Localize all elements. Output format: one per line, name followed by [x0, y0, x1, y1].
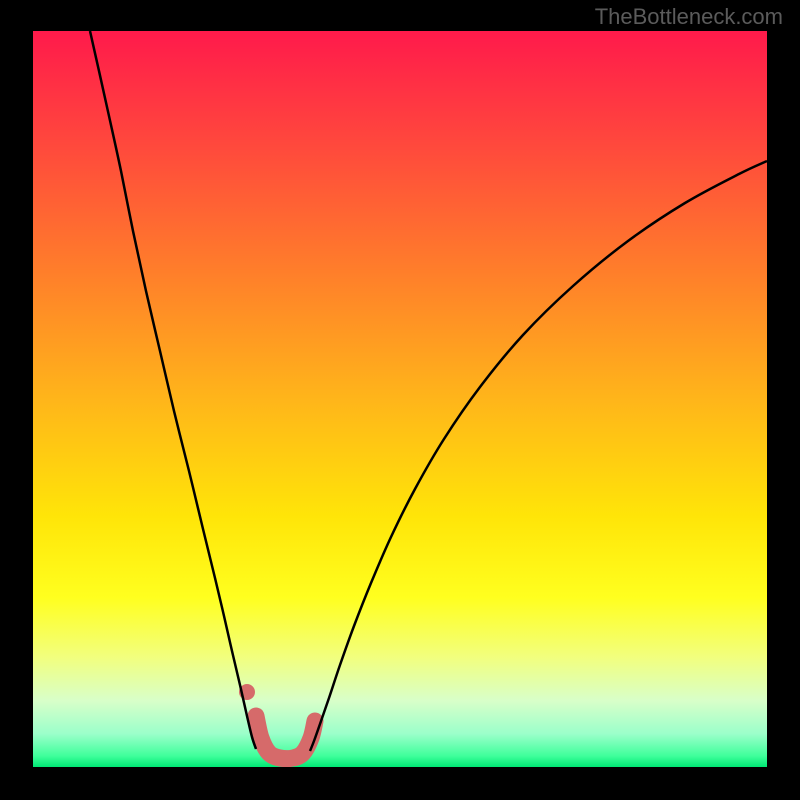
curve-left — [90, 31, 256, 749]
curve-layer — [33, 31, 767, 767]
curve-right — [310, 161, 767, 751]
watermark-text: TheBottleneck.com — [595, 4, 783, 30]
valley-highlight — [256, 716, 315, 759]
plot-area — [33, 31, 767, 767]
chart-stage: TheBottleneck.com — [0, 0, 800, 800]
